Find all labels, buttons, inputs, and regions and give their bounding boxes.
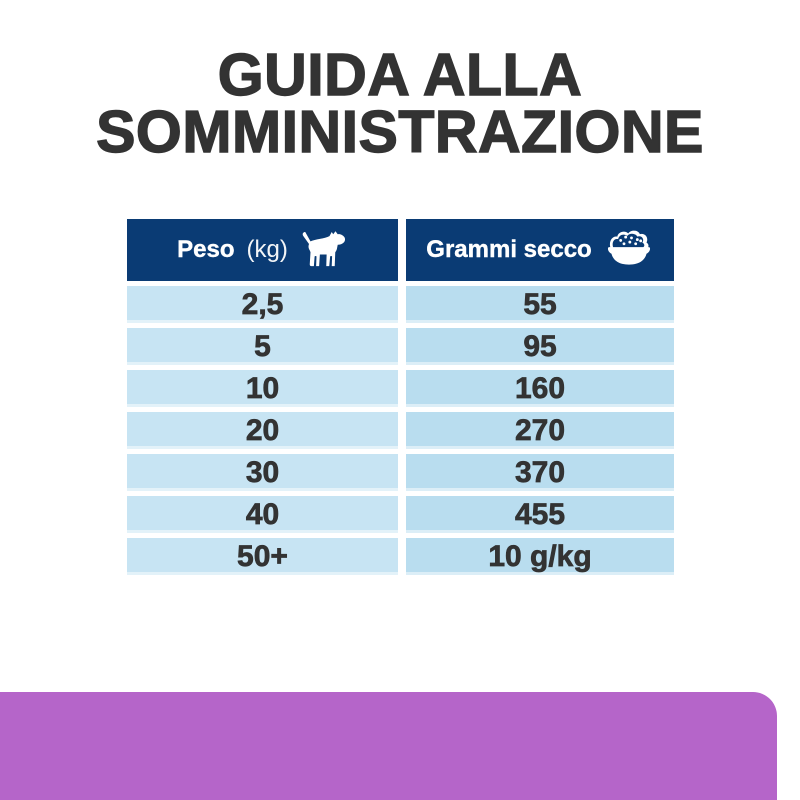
column-header-grammi: Grammi secco bbox=[406, 219, 674, 281]
page-title-line2: SOMMINISTRAZIONE bbox=[95, 99, 704, 165]
table-row-3-grammi: 160 bbox=[406, 370, 674, 407]
table-row-7-grammi: 10 g/kg bbox=[406, 538, 674, 575]
table-row-5-grammi: 370 bbox=[406, 454, 674, 491]
table-row-1-grammi: 55 bbox=[406, 286, 674, 323]
feeding-guide-table: Peso (kg) Grammi secco bbox=[127, 219, 674, 575]
dog-icon bbox=[300, 229, 348, 271]
table-row-4-peso: 20 bbox=[127, 412, 398, 449]
column-header-peso: Peso (kg) bbox=[127, 219, 398, 281]
table-row-4-grammi: 270 bbox=[406, 412, 674, 449]
table-row-3-peso: 10 bbox=[127, 370, 398, 407]
table-row-2-peso: 5 bbox=[127, 328, 398, 365]
table-row-2-grammi: 95 bbox=[406, 328, 674, 365]
page-title: GUIDA ALLA SOMMINISTRAZIONE bbox=[0, 42, 800, 165]
table-row-1-peso: 2,5 bbox=[127, 286, 398, 323]
dog-bowl-icon bbox=[604, 230, 654, 270]
page-title-line1: GUIDA ALLA bbox=[217, 42, 583, 108]
dog-bowl-icon-svg bbox=[607, 230, 650, 265]
table-row-6-grammi: 455 bbox=[406, 496, 674, 533]
column-header-peso-label: Peso bbox=[177, 236, 235, 263]
purple-footer-band bbox=[0, 692, 777, 800]
column-header-grammi-label: Grammi secco bbox=[426, 236, 592, 263]
table-row-7-peso: 50+ bbox=[127, 538, 398, 575]
table-row-5-peso: 30 bbox=[127, 454, 398, 491]
dog-icon-svg bbox=[302, 231, 345, 267]
table-row-6-peso: 40 bbox=[127, 496, 398, 533]
column-header-peso-unit: (kg) bbox=[246, 236, 288, 263]
